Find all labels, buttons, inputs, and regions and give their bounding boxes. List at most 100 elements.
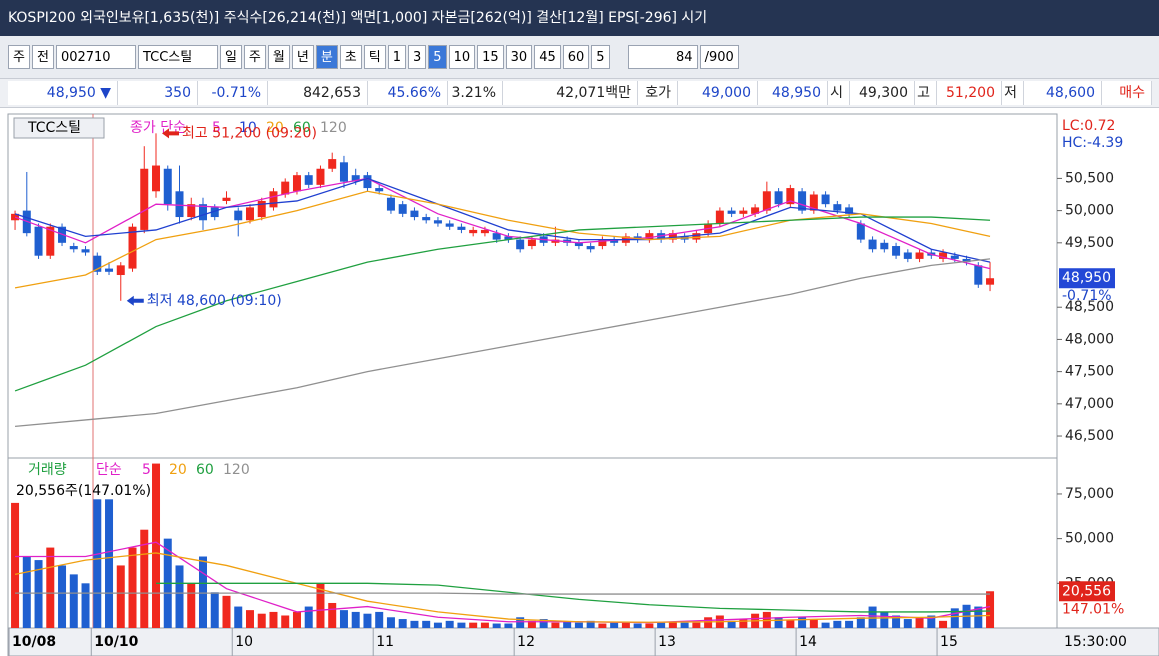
volume-bar [539, 619, 548, 628]
volume-bar [46, 547, 55, 628]
info-bar: 48,950 ▼ 350 -0.71% 842,653 45.66% 3.21% 42,07… [0, 78, 1159, 108]
toolbar-button[interactable]: 분 [315, 45, 338, 69]
volume-bar [527, 620, 536, 628]
candle-body [950, 255, 959, 259]
hc-label: HC:-4.39 [1062, 135, 1123, 151]
candle-body [351, 175, 360, 182]
info-field: 호가 [638, 81, 678, 105]
volume-bar [316, 583, 325, 628]
volume-bar [93, 499, 102, 628]
candle-body [222, 197, 231, 201]
volume-bar [281, 615, 290, 628]
volume-bar [927, 615, 936, 628]
volume-bar [351, 611, 360, 628]
volume-bar [422, 620, 431, 628]
toolbar-button[interactable]: 15 [477, 45, 504, 69]
legend-entry: 60 [293, 120, 311, 136]
toolbar-button[interactable]: 30 [505, 45, 533, 69]
info-field: 42,071백만 [503, 81, 638, 105]
toolbar-button[interactable]: 5 [428, 45, 447, 69]
toolbar-button[interactable]: 84 [627, 45, 698, 69]
info-field: -0.71% [198, 81, 268, 105]
legend-entry: 120 [223, 462, 250, 478]
candle-body [492, 233, 501, 240]
volume-bar [363, 613, 372, 628]
volume-bar [492, 623, 501, 628]
volume-bar [809, 619, 818, 628]
volume-bar [833, 620, 842, 628]
y-tick-label: 48,000 [1065, 331, 1114, 347]
toolbar-button[interactable]: 3 [408, 45, 427, 69]
toolbar-button[interactable]: TCC스틸 [137, 45, 218, 69]
volume-bar [668, 621, 677, 628]
toolbar-button[interactable]: 틱 [363, 45, 386, 69]
toolbar-button[interactable]: 주 [243, 45, 266, 69]
volume-bar [140, 529, 149, 628]
candle-body [516, 239, 525, 250]
toolbar-button[interactable]: 5 [591, 45, 610, 69]
volume-bar [903, 619, 912, 628]
volume-bar [292, 611, 301, 628]
candle-body [433, 220, 442, 224]
volume-bar [269, 611, 278, 628]
candle-body [445, 223, 454, 227]
y-tick-label: 50,500 [1065, 170, 1114, 186]
candle-body [386, 197, 395, 211]
candle-body [398, 204, 407, 214]
volume-legend-title: 거래량 [28, 462, 67, 478]
candle-body [762, 191, 771, 211]
toolbar-button[interactable]: 일 [219, 45, 242, 69]
volume-bar [633, 623, 642, 628]
ma-line [14, 177, 991, 263]
toolbar-button[interactable]: 월 [267, 45, 290, 69]
y-tick-label: 49,500 [1065, 235, 1114, 251]
volume-bar [939, 620, 948, 628]
toolbar-button[interactable]: 1 [387, 45, 406, 69]
candle-body [880, 242, 889, 250]
volume-bar [845, 620, 854, 628]
candle-body [198, 204, 207, 221]
candle-body [457, 226, 466, 230]
toolbar-button[interactable]: 주 [8, 45, 30, 69]
toolbar-button[interactable]: 45 [534, 45, 561, 69]
y-tick-label: 47,000 [1065, 396, 1114, 412]
volume-bar [586, 620, 595, 628]
candle-body [69, 246, 78, 250]
volume-bar [69, 574, 78, 628]
volume-bar [786, 619, 795, 628]
info-field: 48,950 [758, 81, 828, 105]
info-field: 350 [118, 81, 198, 105]
toolbar-button[interactable]: 60 [562, 45, 590, 69]
info-field[interactable]: 매수 [1102, 81, 1152, 105]
candle-body [692, 233, 701, 240]
candle-body [504, 236, 513, 240]
volume-bar [610, 622, 619, 628]
volume-bar [880, 611, 889, 628]
candle-body [809, 194, 818, 211]
candle-body [868, 239, 877, 250]
toolbar-button[interactable]: 초 [339, 45, 362, 69]
last-ratio: 147.01% [1062, 601, 1124, 617]
toolbar-button[interactable]: 002710 [55, 45, 136, 69]
volume-bar [187, 583, 196, 628]
candle-body [410, 210, 419, 218]
volume-bar [210, 592, 219, 628]
candle-body [210, 207, 219, 218]
y-tick-label: 47,500 [1065, 364, 1114, 380]
volume-bar [915, 618, 924, 628]
toolbar-button[interactable]: 전 [31, 45, 54, 69]
toolbar-button[interactable]: 10 [448, 45, 476, 69]
volume-bar [116, 565, 125, 628]
info-field: 48,600 [1024, 81, 1102, 105]
info-field: 49,000 [678, 81, 758, 105]
toolbar-button[interactable]: 년 [291, 45, 314, 69]
toolbar-button[interactable]: /900 [699, 45, 739, 69]
volume-bar [645, 623, 654, 628]
volume-bar [11, 502, 20, 628]
candle-body [175, 191, 184, 218]
volume-bar [445, 620, 454, 628]
ma-line [14, 216, 991, 392]
volume-bar [469, 622, 478, 628]
x-tick-label: 12 [517, 634, 535, 650]
candle-body [610, 239, 619, 243]
